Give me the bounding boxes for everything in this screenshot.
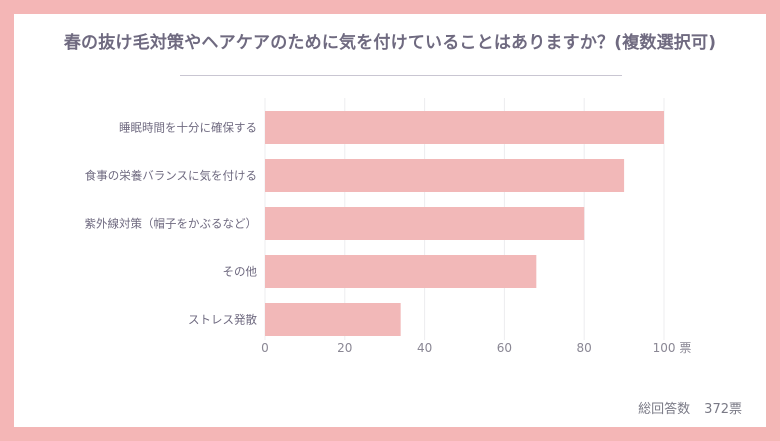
chart-title: 春の抜け毛対策やヘアケアのために気を付けていることはありますか？(複数選択可) [63,33,717,53]
bars [265,111,664,336]
title-divider [180,75,622,76]
category-label: 睡眠時間を十分に確保する [119,121,257,135]
category-labels: 睡眠時間を十分に確保する食事の栄養バランスに気を付ける紫外線対策（帽子をかぶるな… [85,121,258,327]
category-label: 食事の栄養バランスに気を付ける [85,169,257,183]
category-label: その他 [223,265,258,279]
category-label: 紫外線対策（帽子をかぶるなど） [85,217,258,231]
x-tick-label: 20 [337,341,352,355]
x-tick-label: 40 [417,341,432,355]
total-responses-label: 総回答数 [638,402,691,417]
bar [265,207,585,240]
x-tick-label: 0 [261,341,269,355]
x-tick-labels: 0 20 40 60 80 100 票 [261,341,691,355]
x-tick-label: 100 票 [653,341,692,355]
category-label: ストレス発散 [188,313,257,327]
total-responses-value: 372票 [704,402,742,417]
bar [265,159,625,192]
x-tick-label: 80 [577,341,592,355]
bar [265,111,664,144]
total-responses: 総回答数 372票 [638,398,742,417]
x-tick-label: 60 [497,341,512,355]
bar [265,255,537,288]
bar [265,303,401,336]
